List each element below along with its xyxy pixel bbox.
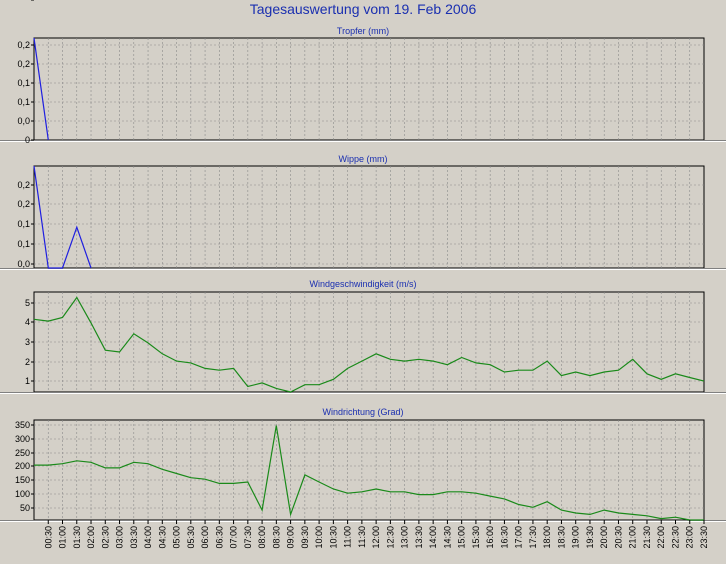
- x-tick-label: 22:30: [670, 526, 680, 549]
- x-tick-label: 08:00: [257, 526, 267, 549]
- series-line: [34, 425, 704, 521]
- x-tick-label: 02:30: [100, 526, 110, 549]
- panel-title: Tropfer (mm): [337, 26, 389, 36]
- x-tick-label: 10:00: [314, 526, 324, 549]
- x-tick-label: 18:00: [542, 526, 552, 549]
- panel-title: Windrichtung (Grad): [322, 407, 403, 417]
- x-tick-label: 13:00: [400, 526, 410, 549]
- y-tick-label: 1: [25, 376, 30, 386]
- x-axis: 00:30 01:00 01:30 02:00 02:30 03:00 03:30 04:00…: [43, 520, 709, 549]
- x-tick-label: 16:00: [485, 526, 495, 549]
- x-tick-label: 05:00: [172, 526, 182, 549]
- x-tick-label: 01:00: [58, 526, 68, 549]
- page-title: Tagesauswertung vom 19. Feb 2006: [249, 1, 477, 17]
- y-tick-label: 0,1: [17, 219, 30, 229]
- x-tick-label: 01:30: [72, 526, 82, 549]
- x-tick-label: 11:30: [357, 526, 367, 548]
- y-tick-label: 0,1: [17, 239, 30, 249]
- y-tick-label: 200: [15, 461, 30, 471]
- x-tick-label: 17:30: [528, 526, 538, 549]
- x-tick-label: 20:00: [599, 526, 609, 549]
- y-tick-label: 2: [25, 357, 30, 367]
- chart-panel-2: Wippe (mm) 0,2 0,2 0,1 0,1 0,0 0: [0, 0, 726, 270]
- panel-title: Windgeschwindigkeit (m/s): [309, 279, 416, 289]
- plot-frame: [33, 419, 705, 521]
- y-tick-label: 4: [25, 317, 30, 327]
- y-tick-label: 5: [25, 298, 30, 308]
- x-tick-label: 17:00: [514, 526, 524, 549]
- x-tick-label: 10:30: [328, 526, 338, 549]
- y-tick-label: 0,1: [17, 97, 30, 107]
- x-tick-label: 07:00: [229, 526, 239, 549]
- x-tick-label: 07:30: [243, 526, 253, 549]
- plot-frame: [33, 165, 705, 269]
- y-tick-label: 0,2: [17, 40, 30, 50]
- x-tick-label: 00:30: [43, 526, 53, 549]
- chart-panel-1: Tropfer (mm) 0,2 0,2 0,1 0,1 0,0 0: [0, 26, 726, 145]
- x-tick-label: 18:30: [556, 526, 566, 549]
- x-tick-label: 23:30: [699, 526, 709, 549]
- x-tick-label: 13:30: [414, 526, 424, 549]
- x-tick-label: 09:30: [300, 526, 310, 549]
- y-tick-label: 0,2: [17, 199, 30, 209]
- x-tick-label: 23:00: [685, 526, 695, 549]
- y-tick-label: 0,0: [17, 116, 30, 126]
- y-tick-label: 0,0: [17, 259, 30, 269]
- chart-panel-3: Windgeschwindigkeit (m/s) 5 4 3 2 1: [0, 279, 726, 394]
- x-tick-label: 19:00: [571, 526, 581, 549]
- x-tick-label: 12:30: [385, 526, 395, 549]
- y-tick-label: 50: [20, 503, 30, 513]
- x-tick-label: 06:30: [214, 526, 224, 549]
- x-tick-label: 08:30: [271, 526, 281, 549]
- y-tick-label: 0,1: [17, 78, 30, 88]
- x-tick-label: 21:00: [628, 526, 638, 549]
- x-tick-label: 02:00: [86, 526, 96, 549]
- x-tick-label: 15:30: [471, 526, 481, 549]
- y-tick-label: 0,2: [17, 59, 30, 69]
- series-line: [33, 165, 92, 269]
- y-tick-label: 300: [15, 434, 30, 444]
- y-tick-label: 0: [25, 0, 30, 2]
- series-line: [33, 37, 49, 141]
- x-tick-label: 05:30: [186, 526, 196, 549]
- y-tick-label: 250: [15, 448, 30, 458]
- x-tick-label: 09:00: [286, 526, 296, 549]
- x-tick-label: 11:00: [343, 526, 353, 548]
- x-tick-label: 19:30: [585, 526, 595, 549]
- y-tick-label: 150: [15, 475, 30, 485]
- x-tick-label: 14:00: [428, 526, 438, 549]
- x-tick-label: 22:00: [656, 526, 666, 549]
- x-tick-label: 21:30: [642, 526, 652, 549]
- x-tick-label: 12:00: [371, 526, 381, 549]
- x-tick-label: 15:00: [457, 526, 467, 549]
- chart-panel-4: Windrichtung (Grad) 350 300 250 200 150 100 50: [0, 407, 726, 522]
- x-tick-label: 04:30: [157, 526, 167, 549]
- y-tick-label: 0,2: [17, 180, 30, 190]
- x-tick-label: 04:00: [143, 526, 153, 549]
- y-tick-label: 0: [25, 135, 30, 145]
- x-tick-label: 03:30: [129, 526, 139, 549]
- y-tick-label: 350: [15, 420, 30, 430]
- plot-frame: [33, 37, 705, 141]
- series-line: [33, 296, 705, 393]
- x-tick-label: 20:30: [613, 526, 623, 549]
- panel-title: Wippe (mm): [339, 154, 388, 164]
- x-tick-label: 03:00: [115, 526, 125, 549]
- y-tick-label: 100: [15, 489, 30, 499]
- y-tick-label: 3: [25, 337, 30, 347]
- x-tick-label: 06:00: [200, 526, 210, 549]
- x-tick-label: 16:30: [499, 526, 509, 549]
- x-tick-label: 14:30: [442, 526, 452, 549]
